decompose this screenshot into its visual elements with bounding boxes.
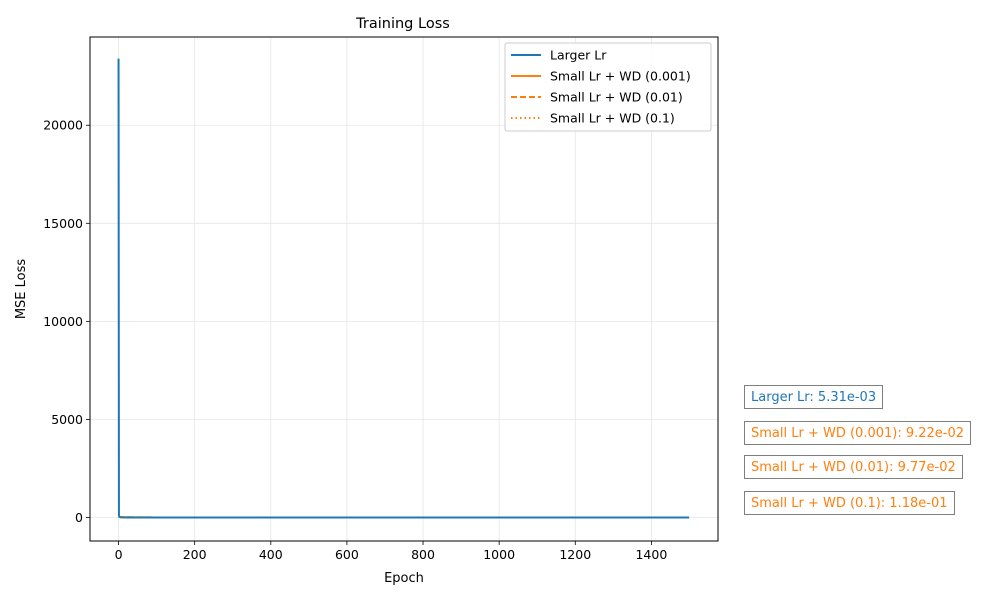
legend: Larger Lr Small Lr + WD (0.001) Small Lr +… — [504, 42, 712, 132]
x-tick-label: 600 — [335, 547, 359, 562]
x-tick-label: 1000 — [483, 547, 515, 562]
x-tick-label: 1200 — [559, 547, 591, 562]
x-tick-label: 800 — [411, 547, 435, 562]
final-loss-annotation: Larger Lr: 5.31e-03 — [744, 385, 884, 409]
y-tick-label: 15000 — [43, 216, 83, 231]
ticks: 0 200 400 600 800 1000 1200 1400 0 5000 10000 15000… — [43, 118, 667, 562]
final-loss-annotation: Small Lr + WD (0.01): 9.77e-02 — [744, 455, 963, 479]
legend-label: Small Lr + WD (0.001) — [550, 69, 691, 84]
legend-label: Larger Lr — [550, 48, 607, 63]
x-tick-label: 0 — [115, 547, 123, 562]
series-line-1 — [117, 58, 690, 519]
legend-frame — [504, 42, 712, 132]
final-loss-annotation: Small Lr + WD (0.001): 9.22e-02 — [744, 421, 972, 445]
y-axis-label: MSE Loss — [14, 259, 29, 320]
y-tick-label: 20000 — [43, 118, 83, 133]
plot-frame — [89, 36, 719, 542]
x-tick-label: 200 — [183, 547, 207, 562]
y-tick-label: 5000 — [51, 412, 83, 427]
legend-label: Small Lr + WD (0.01) — [550, 90, 683, 105]
x-tick-label: 1400 — [635, 547, 667, 562]
x-axis-label: Epoch — [384, 571, 424, 586]
legend-label: Small Lr + WD (0.1) — [550, 111, 675, 126]
y-tick-label: 10000 — [43, 314, 83, 329]
series-group — [117, 58, 690, 519]
chart-title: Training Loss — [355, 16, 450, 32]
y-tick-label: 0 — [75, 510, 83, 525]
x-tick-label: 400 — [259, 547, 283, 562]
final-loss-annotation: Small Lr + WD (0.1): 1.18e-01 — [744, 491, 955, 515]
